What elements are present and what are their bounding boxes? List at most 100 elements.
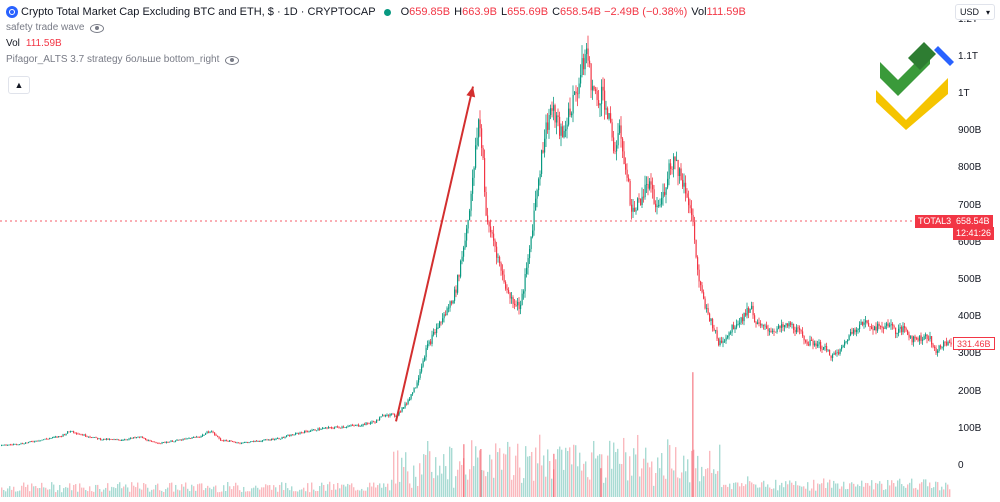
candle-body	[763, 324, 765, 326]
currency-button[interactable]: USD ▾	[955, 4, 995, 20]
candle	[466, 224, 468, 248]
candle-body	[77, 433, 79, 435]
candle	[745, 309, 747, 317]
volume-bar	[185, 482, 187, 497]
volume-bar	[125, 484, 127, 497]
candle-body	[386, 414, 388, 416]
price-axis-label: 200B	[958, 385, 982, 397]
volume-bar	[929, 482, 931, 497]
trend-arrow-line	[395, 86, 474, 422]
candle-body	[305, 430, 307, 432]
volume-bar	[941, 486, 943, 497]
eye-icon[interactable]	[225, 55, 240, 65]
volume-bar	[865, 482, 867, 497]
candle-body	[877, 323, 879, 331]
volume-bar	[161, 490, 163, 497]
volume-bar	[289, 490, 291, 497]
eye-icon[interactable]	[90, 23, 105, 33]
volume-bar	[5, 491, 7, 497]
candle-body	[359, 426, 361, 427]
price-axis[interactable]: 1.2T1.1T1T900B800B700B600B500B400B300B20…	[952, 0, 1000, 497]
candle-body	[778, 325, 780, 329]
collapse-legend-button[interactable]: ▲	[8, 76, 30, 94]
volume-bar	[465, 474, 467, 497]
volume-bar	[227, 482, 229, 497]
candle-body	[455, 289, 457, 293]
candle	[295, 432, 297, 436]
candle	[194, 436, 196, 438]
candle-body	[328, 427, 330, 429]
volume-bar	[847, 488, 849, 497]
candle-body	[116, 439, 118, 441]
candle	[754, 313, 756, 323]
candle	[721, 336, 723, 344]
chart-area[interactable]	[0, 0, 952, 497]
candle	[736, 319, 738, 330]
candle-body	[466, 228, 468, 241]
candle	[472, 169, 474, 201]
candle	[382, 413, 384, 417]
ohlc-value: −2.49B (−0.38%)	[604, 6, 688, 18]
volume-bar	[219, 492, 221, 497]
candle-body	[680, 168, 682, 180]
candle	[271, 438, 273, 441]
volume-bar	[301, 489, 303, 497]
candle	[406, 402, 408, 406]
volume-bar	[309, 492, 311, 497]
candle-body	[404, 403, 406, 408]
symbol-title[interactable]: Crypto Total Market Cap Excluding BTC an…	[21, 6, 376, 18]
candle-body	[838, 352, 840, 354]
volume-bar	[827, 482, 829, 497]
candle-body	[250, 441, 252, 443]
volume-bar	[177, 489, 179, 497]
candle	[464, 232, 466, 250]
candle-body	[109, 439, 111, 440]
candle-body	[76, 433, 78, 434]
trend-arrow-head	[466, 86, 476, 98]
candle-body	[436, 327, 438, 334]
candle-body	[296, 432, 298, 434]
candle-body	[320, 429, 322, 430]
volume-bar	[907, 484, 909, 497]
candle	[571, 111, 573, 118]
candle-body	[34, 441, 36, 443]
candle-body	[413, 388, 415, 393]
candle	[460, 259, 462, 279]
volume-bar	[745, 484, 747, 497]
volume-bar	[617, 448, 619, 497]
candle-body	[728, 332, 730, 336]
candle	[574, 90, 576, 96]
volume-bar	[457, 469, 459, 497]
candle-body	[794, 329, 796, 333]
candle	[644, 175, 646, 200]
candle-body	[67, 431, 69, 434]
price-chart[interactable]	[0, 0, 952, 497]
indicator-row-pifagor[interactable]: Pifagor_ALTS 3.7 strategy больше bottom_…	[6, 52, 746, 68]
candle	[604, 78, 606, 120]
candle	[71, 430, 73, 432]
candle	[250, 441, 252, 443]
candle-body	[443, 314, 445, 319]
indicator-row-safety[interactable]: safety trade wave	[6, 20, 746, 36]
candle-body	[268, 439, 270, 441]
candle-body	[508, 290, 510, 293]
volume-bar	[235, 482, 237, 497]
candle	[737, 320, 739, 326]
candle-body	[383, 415, 385, 417]
volume-bar	[881, 483, 883, 497]
candle-body	[433, 331, 435, 335]
candle-body	[470, 193, 472, 211]
candle-body	[526, 267, 528, 274]
volume-bar	[375, 487, 377, 497]
candle	[166, 441, 168, 444]
volume-bar	[273, 485, 275, 497]
candle-body	[329, 427, 331, 428]
candle-body	[601, 86, 603, 104]
symbol-row[interactable]: Crypto Total Market Cap Excluding BTC an…	[6, 4, 746, 20]
candle	[541, 149, 543, 178]
volume-bar	[777, 490, 779, 497]
volume-row[interactable]: Vol 111.59B	[6, 36, 746, 52]
volume-bar	[643, 458, 645, 497]
candle-body	[101, 439, 103, 441]
volume-bar	[647, 462, 649, 497]
